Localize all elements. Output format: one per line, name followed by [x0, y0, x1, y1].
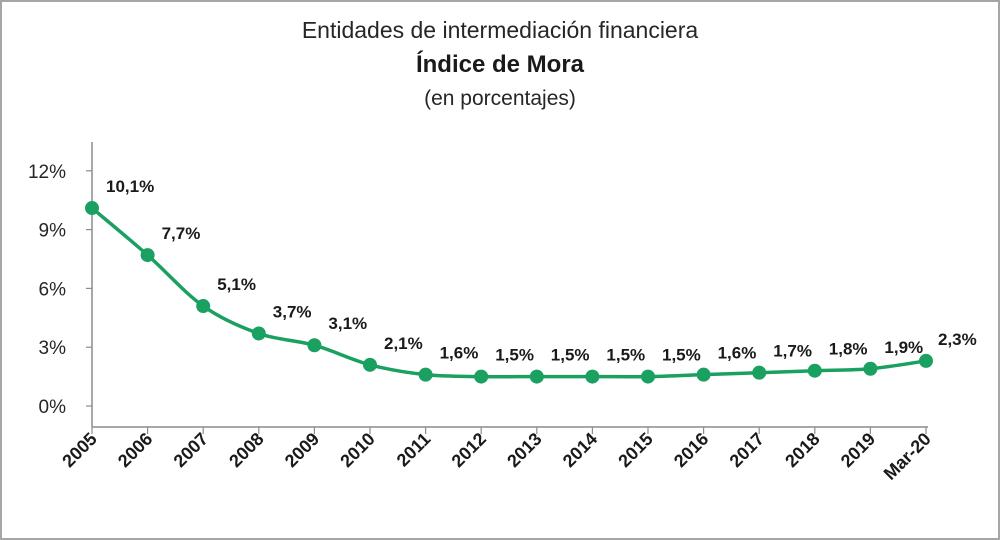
x-tick-label: Mar-20	[880, 429, 935, 484]
data-label: 3,1%	[328, 314, 367, 333]
data-label: 1,7%	[773, 342, 812, 361]
x-tick-label: 2011	[393, 429, 435, 471]
x-tick-label: 2018	[781, 429, 823, 471]
data-label: 1,6%	[718, 344, 757, 363]
x-tick-label: 2006	[114, 429, 156, 471]
data-point	[529, 369, 544, 384]
data-point	[863, 361, 878, 376]
data-point	[307, 338, 322, 353]
y-tick-label: 3%	[39, 338, 67, 359]
chart-title-block: Entidades de intermediación financiera Í…	[2, 12, 998, 116]
y-tick-label: 12%	[28, 162, 66, 183]
x-tick-label: 2016	[670, 429, 712, 471]
data-point	[752, 365, 767, 380]
series-line	[90, 206, 927, 379]
data-label: 2,1%	[384, 334, 423, 353]
data-label: 7,7%	[162, 224, 201, 243]
x-tick-label: 2012	[448, 429, 490, 471]
chart-subtitle: Índice de Mora	[415, 51, 585, 78]
data-label: 1,5%	[606, 346, 645, 365]
data-point	[418, 367, 433, 382]
data-point	[807, 363, 822, 378]
x-tick-label: 2015	[614, 429, 656, 471]
data-label: 1,6%	[440, 344, 479, 363]
data-point	[251, 326, 266, 341]
x-tick-label: 2013	[503, 429, 545, 471]
x-tick-label: 2009	[281, 429, 323, 471]
x-tick-label: 2019	[837, 429, 879, 471]
chart-subtitle-units: (en porcentajes)	[424, 87, 576, 110]
data-point	[140, 248, 155, 263]
x-tick-label: 2007	[170, 429, 212, 471]
x-tick-label: 2017	[726, 429, 768, 471]
y-tick-label: 9%	[39, 221, 67, 242]
x-tick-label: 2014	[559, 429, 601, 471]
data-label: 1,8%	[829, 340, 868, 359]
data-label: 10,1%	[106, 177, 154, 196]
x-tick-label: 2008	[225, 429, 267, 471]
data-point	[641, 369, 655, 384]
data-point	[196, 299, 211, 314]
data-label: 5,1%	[217, 275, 256, 294]
y-tick-label: 0%	[39, 397, 67, 418]
chart-title: Entidades de intermediación financiera	[301, 17, 699, 43]
data-label: 2,3%	[938, 330, 977, 349]
data-point	[474, 369, 489, 384]
data-point	[919, 353, 933, 368]
data-label: 1,9%	[884, 338, 923, 357]
data-point	[363, 357, 377, 372]
data-label: 1,5%	[495, 346, 534, 365]
data-point	[696, 367, 711, 382]
y-tick-label: 6%	[39, 279, 67, 300]
data-label: 1,5%	[551, 346, 590, 365]
data-point	[585, 369, 600, 384]
data-label: 1,5%	[662, 346, 701, 365]
x-tick-label: 2005	[58, 429, 100, 471]
x-tick-label: 2010	[336, 429, 378, 471]
data-point	[85, 201, 99, 216]
data-label: 3,7%	[273, 302, 312, 321]
